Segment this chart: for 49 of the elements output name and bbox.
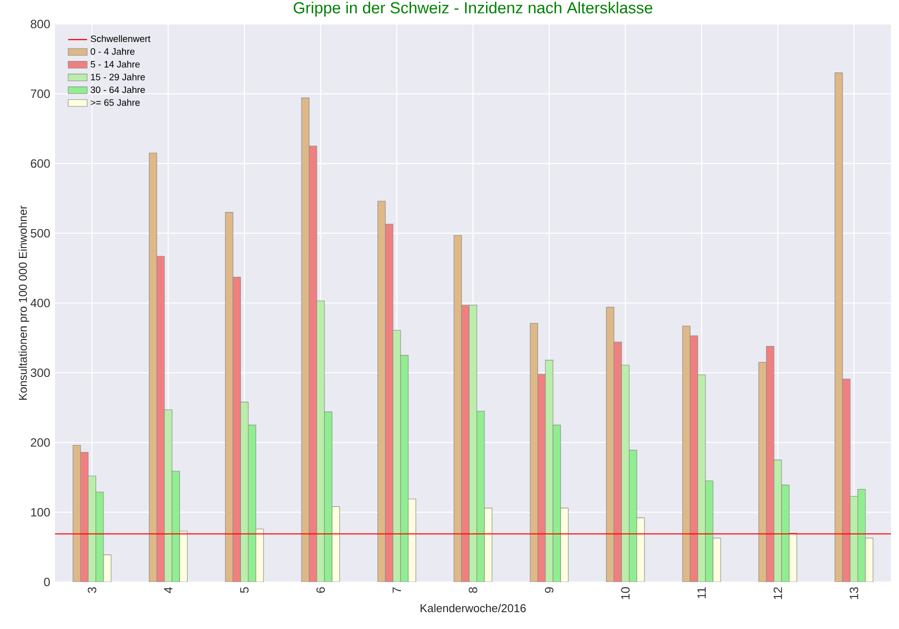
x-tick-label: 8 bbox=[468, 587, 478, 593]
x-tick-label: 13 bbox=[850, 587, 858, 600]
chart-title: Grippe in der Schweiz - Inzidenz nach Altersklasse bbox=[294, 2, 652, 17]
y-tick-label: 0 bbox=[44, 578, 50, 586]
bar bbox=[468, 304, 478, 582]
bar bbox=[392, 330, 401, 582]
bar bbox=[774, 460, 782, 582]
y-tick-label: 500 bbox=[30, 229, 50, 238]
legend-label: Schwellenwert bbox=[90, 35, 150, 42]
bar bbox=[621, 364, 630, 582]
bar bbox=[766, 346, 774, 582]
legend-label: 30 - 64 Jahre bbox=[90, 86, 145, 94]
y-tick-label: 700 bbox=[30, 90, 50, 98]
bar bbox=[88, 476, 96, 582]
y-tick-label: 300 bbox=[30, 368, 50, 378]
bar bbox=[461, 304, 470, 582]
x-tick-label: 6 bbox=[316, 587, 325, 593]
bar bbox=[690, 336, 698, 582]
bar bbox=[385, 224, 394, 582]
x-tick-label: 5 bbox=[240, 587, 249, 593]
legend-label: 0 - 4 Jahre bbox=[90, 48, 135, 55]
y-tick-label: 600 bbox=[30, 159, 50, 168]
y-axis-title: Konsultationen pro 100 000 Einwohner bbox=[18, 206, 30, 400]
x-tick-label: 9 bbox=[544, 587, 554, 593]
x-tick-label: 10 bbox=[621, 587, 630, 600]
bar bbox=[156, 256, 165, 582]
legend-label: 15 - 29 Jahre bbox=[91, 73, 145, 80]
x-tick-label: 11 bbox=[697, 587, 706, 598]
x-tick-label: 4 bbox=[164, 587, 172, 594]
bar bbox=[240, 402, 248, 582]
y-tick-label: 400 bbox=[30, 298, 50, 308]
bar bbox=[842, 378, 850, 582]
bar bbox=[80, 452, 88, 582]
x-tick-label: 7 bbox=[392, 587, 401, 593]
bar bbox=[538, 374, 546, 582]
legend-label: >= 65 Jahre bbox=[90, 99, 140, 106]
bar bbox=[698, 374, 706, 582]
bar bbox=[316, 300, 325, 582]
bar bbox=[308, 146, 318, 582]
bar bbox=[850, 496, 858, 582]
y-tick-label: 800 bbox=[30, 20, 50, 28]
y-tick-label: 100 bbox=[31, 508, 50, 517]
x-tick-label: 12 bbox=[774, 587, 782, 600]
x-tick-label: 3 bbox=[88, 587, 96, 593]
bar bbox=[545, 360, 554, 582]
legend-label: 5 - 14 Jahre bbox=[90, 60, 140, 68]
bar bbox=[232, 276, 241, 582]
x-axis-title: Kalenderwoche/2016 bbox=[420, 604, 526, 612]
y-tick-label: 200 bbox=[30, 438, 50, 447]
